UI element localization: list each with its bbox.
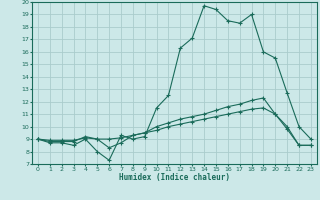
X-axis label: Humidex (Indice chaleur): Humidex (Indice chaleur) — [119, 173, 230, 182]
